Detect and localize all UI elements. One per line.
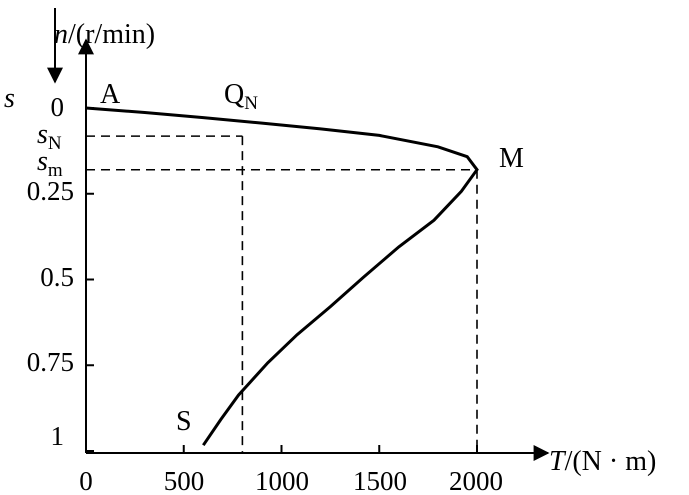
point-qn-label: QN [224, 79, 258, 114]
slip-rated-label: sN [37, 119, 62, 154]
x-tick-marks [182, 445, 478, 453]
torque-slip-curve [85, 106, 479, 447]
x-axis-label: T/(N · m) [549, 446, 656, 477]
slip-max-label: sm [37, 146, 63, 181]
point-m-label: M [499, 143, 524, 174]
dashed-guides [86, 135, 478, 453]
s-tick-label: 0.5 [40, 262, 74, 292]
x-tick-label: 2000 [449, 466, 503, 495]
s-tick-label: 1 [51, 421, 65, 451]
x-tick-label: 1000 [255, 466, 309, 495]
s-tick-marks [86, 107, 94, 452]
x-tick-label: 0 [79, 466, 93, 495]
x-tick-label: 500 [164, 466, 205, 495]
s-tick-label: 0.75 [27, 347, 74, 377]
s-tick-label: 0 [51, 92, 65, 122]
x-tick-label: 1500 [353, 466, 407, 495]
s-axis-label: s [4, 83, 15, 114]
s-tick-label: 0.25 [27, 176, 74, 206]
y-axis-label: n/(r/min) [54, 19, 155, 50]
point-s-label: S [176, 406, 192, 437]
point-a-label: A [100, 79, 121, 110]
